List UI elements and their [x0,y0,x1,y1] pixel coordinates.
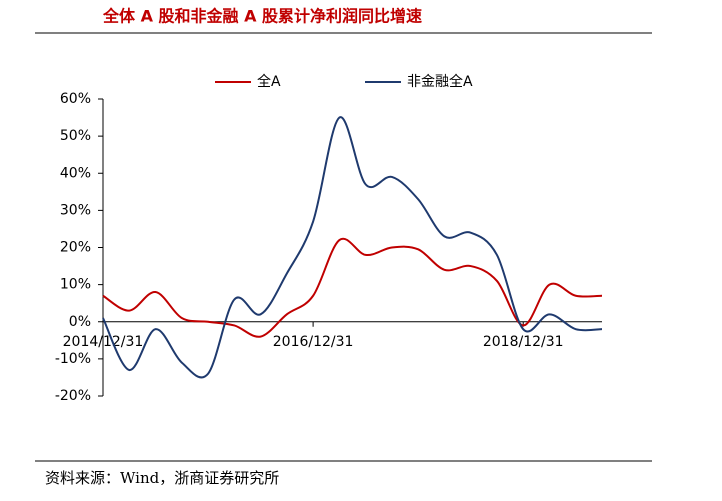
source: 资料来源：Wind，浙商证券研究所 [45,469,279,487]
y-tick-label: -10% [55,351,91,367]
legend-label: 全A [257,73,281,90]
x-tick-label: 2016/12/31 [273,334,354,350]
y-tick-label: 0% [69,314,91,330]
series-line [102,116,603,379]
x-tick-label: 2018/12/31 [483,334,564,350]
y-tick-label: 40% [60,165,91,181]
legend-label: 非金融全A [407,73,473,90]
x-tick-label: 2014/12/31 [63,334,144,350]
y-tick-label: 20% [60,240,91,256]
chart-title: 全体 A 股和非金融 A 股累计净利润同比增速 [102,7,422,26]
y-tick-label: 30% [60,202,91,218]
y-tick-label: 10% [60,277,91,293]
y-tick-label: 50% [60,128,91,144]
y-tick-label: -20% [55,388,91,404]
y-tick-label: 60% [60,91,91,107]
